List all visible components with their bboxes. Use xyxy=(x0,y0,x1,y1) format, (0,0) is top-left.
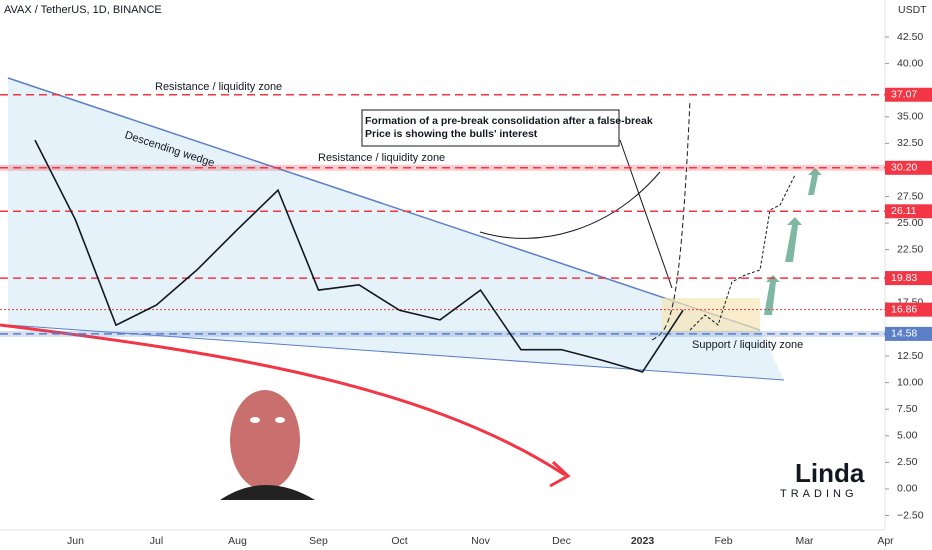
projection xyxy=(689,174,796,331)
logo: Linda xyxy=(795,458,865,488)
price-label: 16.86 xyxy=(891,303,917,315)
consolidation-box xyxy=(662,298,760,332)
logo: TRADING xyxy=(780,488,858,500)
symbol: AVAX / TetherUS, 1D, BINANCE xyxy=(4,4,162,16)
callout-box xyxy=(361,109,620,147)
price-label: 19.83 xyxy=(891,272,917,284)
price-label-bg xyxy=(885,160,932,175)
x-tick-label: 2023 xyxy=(631,535,655,547)
x-tick-label: Jul xyxy=(150,535,163,547)
red-curve xyxy=(0,323,566,477)
y-tick-label: 25.00 xyxy=(897,217,923,229)
price-label-bg xyxy=(885,87,932,102)
y-tick-label: 27.50 xyxy=(897,190,923,202)
price-label: 37.07 xyxy=(891,89,917,101)
annotation: Resistance / liquidity zone xyxy=(318,152,445,164)
x-tick-label: Dec xyxy=(552,535,571,547)
callout-text: Price is showing the bulls' interest xyxy=(365,128,538,140)
annotation: Resistance / liquidity zone xyxy=(155,81,282,93)
price-label: 14.58 xyxy=(891,328,917,340)
y-tick-label: 35.00 xyxy=(897,111,923,123)
price-label-bg xyxy=(885,302,932,317)
y-tick-label: 22.50 xyxy=(897,243,923,255)
wedge-upper xyxy=(7,77,761,331)
y-tick-label: 2.50 xyxy=(897,456,918,468)
up-arrow xyxy=(764,275,780,315)
annotation: Support / liquidity zone xyxy=(692,339,803,351)
x-tick-label: Aug xyxy=(228,535,247,547)
y-tick-label: 5.00 xyxy=(897,430,918,442)
wedge-area xyxy=(8,78,784,380)
y-tick-label: −2.50 xyxy=(897,509,924,521)
price-label: 26.11 xyxy=(891,205,917,217)
price-label: 30.20 xyxy=(891,162,917,174)
x-tick-label: Nov xyxy=(471,535,490,547)
x-tick-label: Mar xyxy=(795,535,814,547)
price-label-bg xyxy=(885,271,932,286)
red-arrowhead xyxy=(549,460,571,488)
y-tick-label: 7.50 xyxy=(897,403,918,415)
y-tick-label: 32.50 xyxy=(897,137,923,149)
portrait xyxy=(220,390,315,500)
x-tick-label: Oct xyxy=(391,535,407,547)
callout-text: Formation of a pre-break consolidation a… xyxy=(365,115,653,127)
curve-arrow xyxy=(479,171,661,239)
price-label-bg xyxy=(885,204,932,219)
y-tick-label: 0.00 xyxy=(897,483,918,495)
y-tick-label: 12.50 xyxy=(897,350,923,362)
y-tick-label: 42.50 xyxy=(897,31,923,43)
currency: USDT xyxy=(898,4,927,16)
callout-pointer xyxy=(619,139,673,289)
y-tick-label: 40.00 xyxy=(897,57,923,69)
x-tick-label: Apr xyxy=(877,535,894,547)
path-arrow xyxy=(651,99,691,341)
up-arrow xyxy=(785,217,802,262)
price-line xyxy=(34,139,684,373)
price-label-bg xyxy=(885,326,932,341)
x-tick-label: Jun xyxy=(67,535,84,547)
y-tick-label: 10.00 xyxy=(897,376,923,388)
x-tick-label: Feb xyxy=(714,535,732,547)
up-arrow xyxy=(808,168,822,195)
x-tick-label: Sep xyxy=(309,535,328,547)
